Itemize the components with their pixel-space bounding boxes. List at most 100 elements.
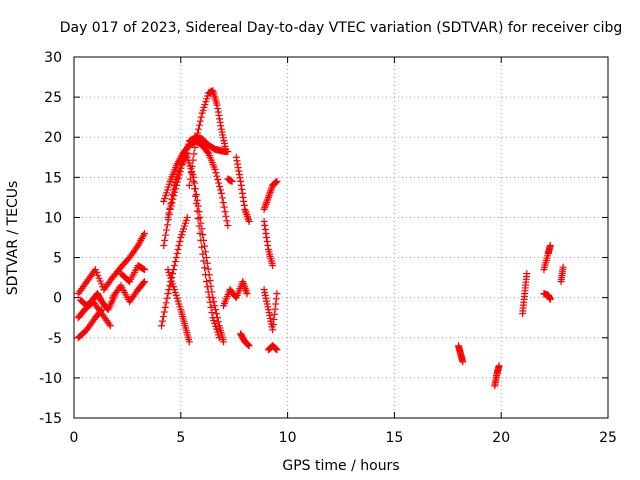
data-point	[245, 216, 253, 224]
data-point	[163, 221, 171, 229]
data-point	[201, 264, 209, 272]
data-point	[166, 204, 174, 212]
y-axis-label: SDTVAR / TECUs	[5, 181, 21, 296]
data-point	[243, 290, 251, 298]
data-point	[240, 281, 248, 289]
data-point	[215, 334, 223, 342]
data-point	[164, 290, 172, 298]
series-arc-19	[260, 217, 277, 270]
data-point	[273, 177, 281, 185]
y-tick-label: 25	[44, 90, 62, 106]
data-point	[218, 194, 226, 202]
data-point	[211, 165, 219, 173]
data-point	[169, 270, 177, 278]
data-point	[546, 242, 554, 250]
data-point	[213, 310, 221, 318]
data-marks	[74, 87, 567, 390]
data-point	[192, 191, 200, 199]
data-point	[167, 200, 175, 208]
data-point	[160, 242, 168, 250]
data-point	[169, 191, 177, 199]
data-point	[167, 278, 175, 286]
data-point	[223, 217, 231, 225]
x-tick-labels: 0 5 10 15 20 25	[70, 430, 617, 446]
data-point	[194, 125, 202, 133]
data-point	[165, 209, 173, 217]
series-arc-22	[224, 175, 236, 185]
data-point	[97, 307, 105, 315]
data-point	[242, 288, 250, 296]
series-arc-24	[491, 362, 503, 390]
data-point	[106, 322, 114, 330]
data-point	[261, 225, 269, 233]
data-point	[163, 294, 171, 302]
y-tick-label: 5	[53, 251, 62, 267]
data-point	[190, 150, 198, 158]
data-point	[190, 177, 198, 185]
data-point	[239, 193, 247, 201]
data-point	[193, 196, 201, 204]
series-arc-21	[264, 342, 281, 354]
series-arc-16	[232, 153, 253, 225]
data-point	[546, 295, 554, 303]
data-point	[243, 212, 251, 220]
data-point	[239, 279, 247, 287]
data-point	[228, 177, 236, 185]
data-point	[267, 185, 275, 193]
data-point	[140, 279, 148, 287]
data-point	[197, 236, 205, 244]
data-point	[262, 200, 270, 208]
data-point	[158, 317, 166, 325]
data-point	[170, 262, 178, 270]
series-arc-11	[164, 266, 193, 346]
y-tick-label: 20	[44, 130, 62, 146]
data-point	[224, 221, 232, 229]
data-point	[213, 101, 221, 109]
data-point	[235, 170, 243, 178]
data-point	[172, 254, 180, 262]
data-point	[203, 259, 211, 267]
data-point	[204, 265, 212, 273]
series-arc-12	[158, 213, 191, 330]
data-point	[191, 192, 199, 200]
data-point	[234, 164, 242, 172]
data-point	[267, 187, 275, 195]
data-point	[459, 358, 467, 366]
data-point	[241, 283, 249, 291]
series-arc-25	[519, 270, 531, 318]
data-point	[264, 195, 272, 203]
data-point	[262, 229, 270, 237]
x-tick-label: 10	[279, 430, 297, 446]
data-point	[200, 257, 208, 265]
data-point	[244, 214, 252, 222]
data-point	[559, 263, 567, 271]
data-point	[198, 243, 206, 251]
y-tick-label: 15	[44, 170, 62, 186]
data-point	[205, 293, 213, 301]
data-point	[216, 186, 224, 194]
data-point	[241, 207, 249, 215]
data-point	[171, 258, 179, 266]
series-arc-5	[108, 278, 148, 306]
data-point	[240, 197, 248, 205]
x-tick-label: 5	[176, 430, 185, 446]
data-point	[234, 160, 242, 168]
data-point	[169, 266, 177, 274]
series-arc-27	[540, 290, 554, 303]
data-point	[162, 299, 170, 307]
data-point	[162, 226, 170, 234]
x-tick-label: 20	[492, 430, 510, 446]
data-point	[174, 246, 182, 254]
data-point	[272, 295, 280, 303]
series-arc-17	[237, 330, 253, 350]
data-point	[206, 276, 214, 284]
data-point	[197, 113, 205, 121]
data-point	[261, 202, 269, 210]
data-point	[195, 121, 203, 129]
data-point	[269, 326, 277, 334]
data-point	[158, 322, 166, 330]
data-point	[222, 212, 230, 220]
data-point	[173, 250, 181, 258]
series-arc-15	[220, 278, 251, 310]
